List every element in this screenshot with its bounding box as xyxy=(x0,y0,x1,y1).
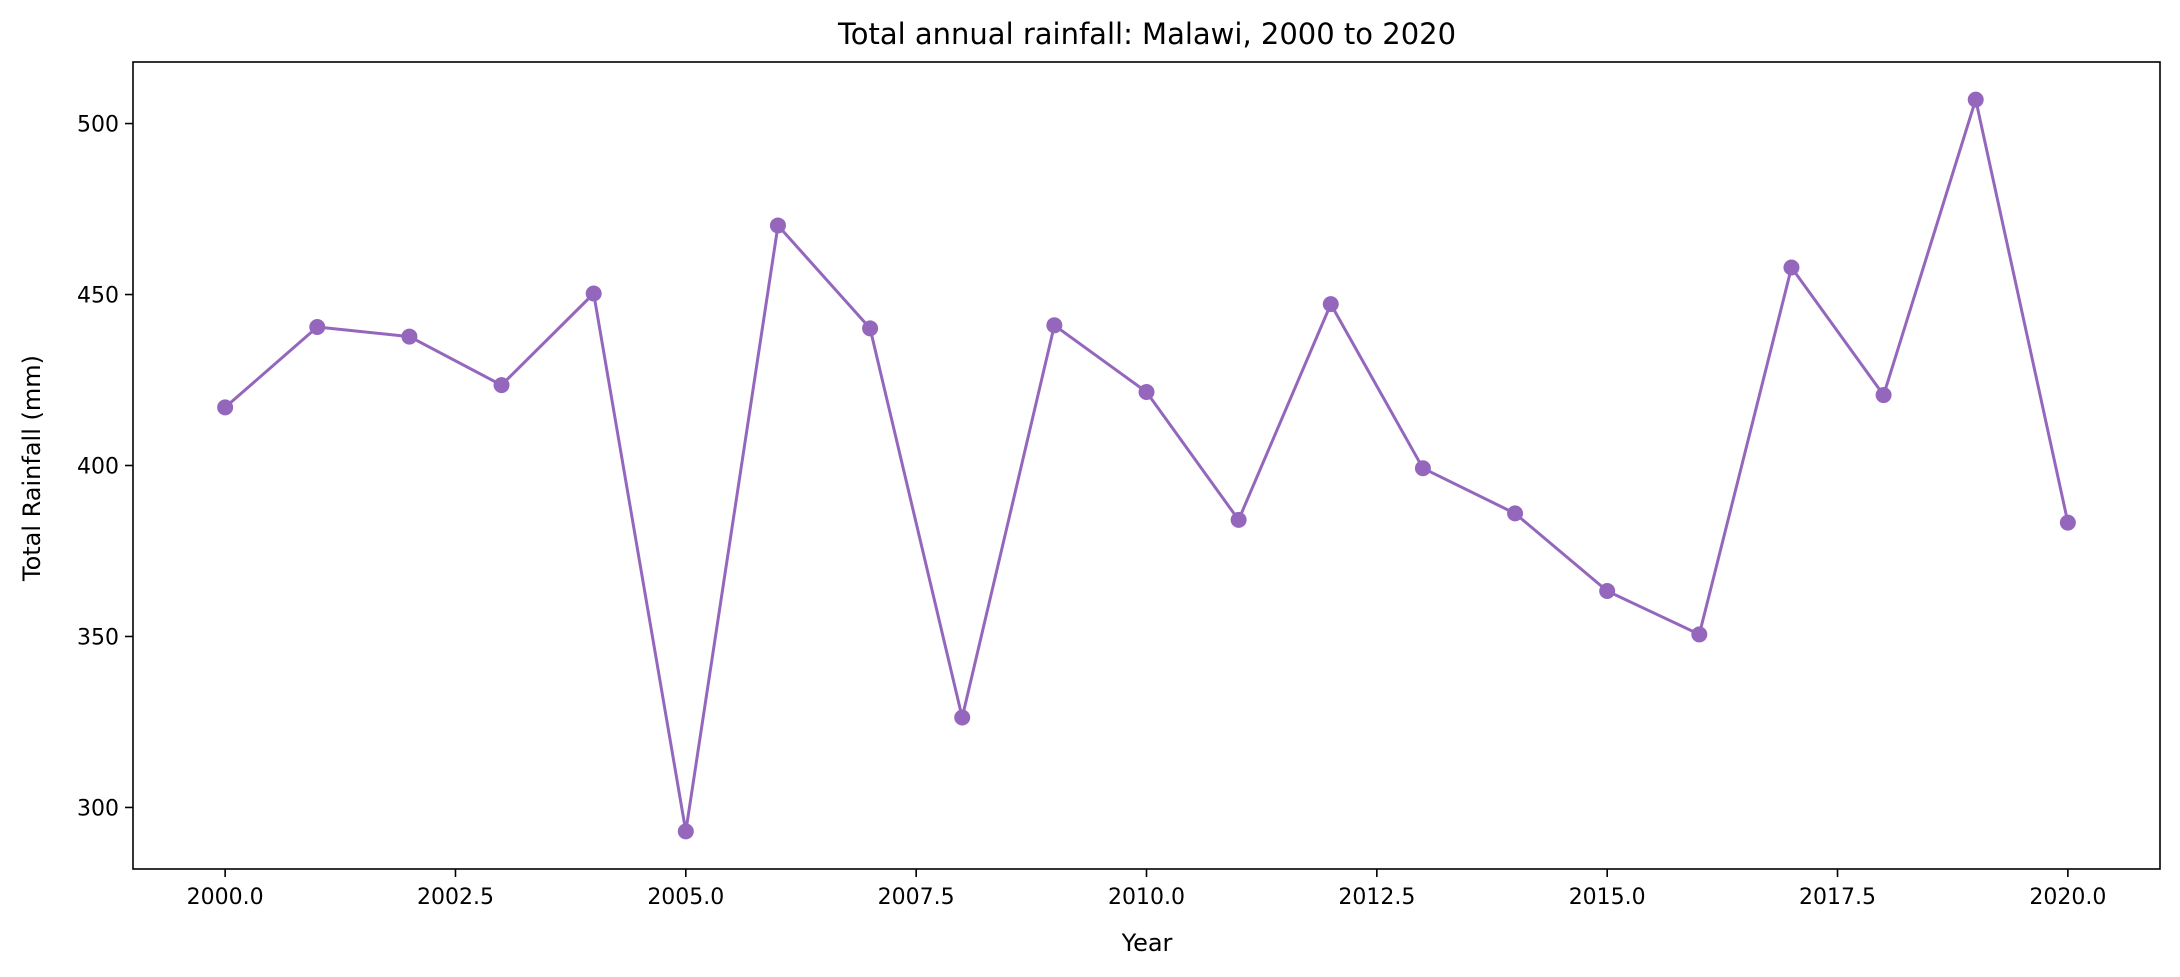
data-point xyxy=(401,328,418,345)
data-point xyxy=(1138,383,1155,400)
data-point xyxy=(769,217,786,234)
x-tick-label: 2007.5 xyxy=(878,885,955,910)
x-axis: 2000.0 2002.5 2005.0 2007.5 2010.0 2012.5 2015… xyxy=(187,869,2106,910)
x-tick-label: 2017.5 xyxy=(1799,885,1876,910)
data-point xyxy=(585,285,602,302)
data-point xyxy=(217,399,234,416)
data-point xyxy=(493,377,510,394)
data-point xyxy=(862,320,879,337)
data-point xyxy=(1046,317,1063,334)
y-tick-label: 400 xyxy=(77,455,119,480)
chart-title: Total annual rainfall: Malawi, 2000 to 2… xyxy=(837,17,1456,51)
y-tick-label: 450 xyxy=(77,284,119,309)
x-tick-label: 2000.0 xyxy=(187,885,264,910)
data-point xyxy=(1414,460,1431,477)
data-point xyxy=(1322,296,1339,313)
data-point xyxy=(1967,91,1984,108)
data-point xyxy=(1783,259,1800,276)
data-point xyxy=(1230,511,1247,528)
y-tick-label: 350 xyxy=(77,625,119,650)
data-point xyxy=(1875,387,1892,404)
data-point xyxy=(954,709,971,726)
data-point xyxy=(1507,505,1524,522)
x-tick-label: 2005.0 xyxy=(647,885,724,910)
y-axis-label: Total Rainfall (mm) xyxy=(18,355,46,582)
data-point xyxy=(1691,626,1708,643)
x-tick-label: 2020.0 xyxy=(2029,885,2106,910)
x-tick-label: 2002.5 xyxy=(417,885,494,910)
data-point xyxy=(309,319,326,336)
x-tick-label: 2010.0 xyxy=(1108,885,1185,910)
x-axis-label: Year xyxy=(1121,929,1173,957)
data-point xyxy=(1599,582,1616,599)
y-tick-label: 500 xyxy=(77,113,119,138)
data-point xyxy=(677,823,694,840)
y-axis: 300 350 400 450 500 xyxy=(77,113,133,821)
data-point xyxy=(2059,514,2076,531)
x-tick-label: 2012.5 xyxy=(1338,885,1415,910)
x-tick-label: 2015.0 xyxy=(1569,885,1646,910)
y-tick-label: 300 xyxy=(77,796,119,821)
